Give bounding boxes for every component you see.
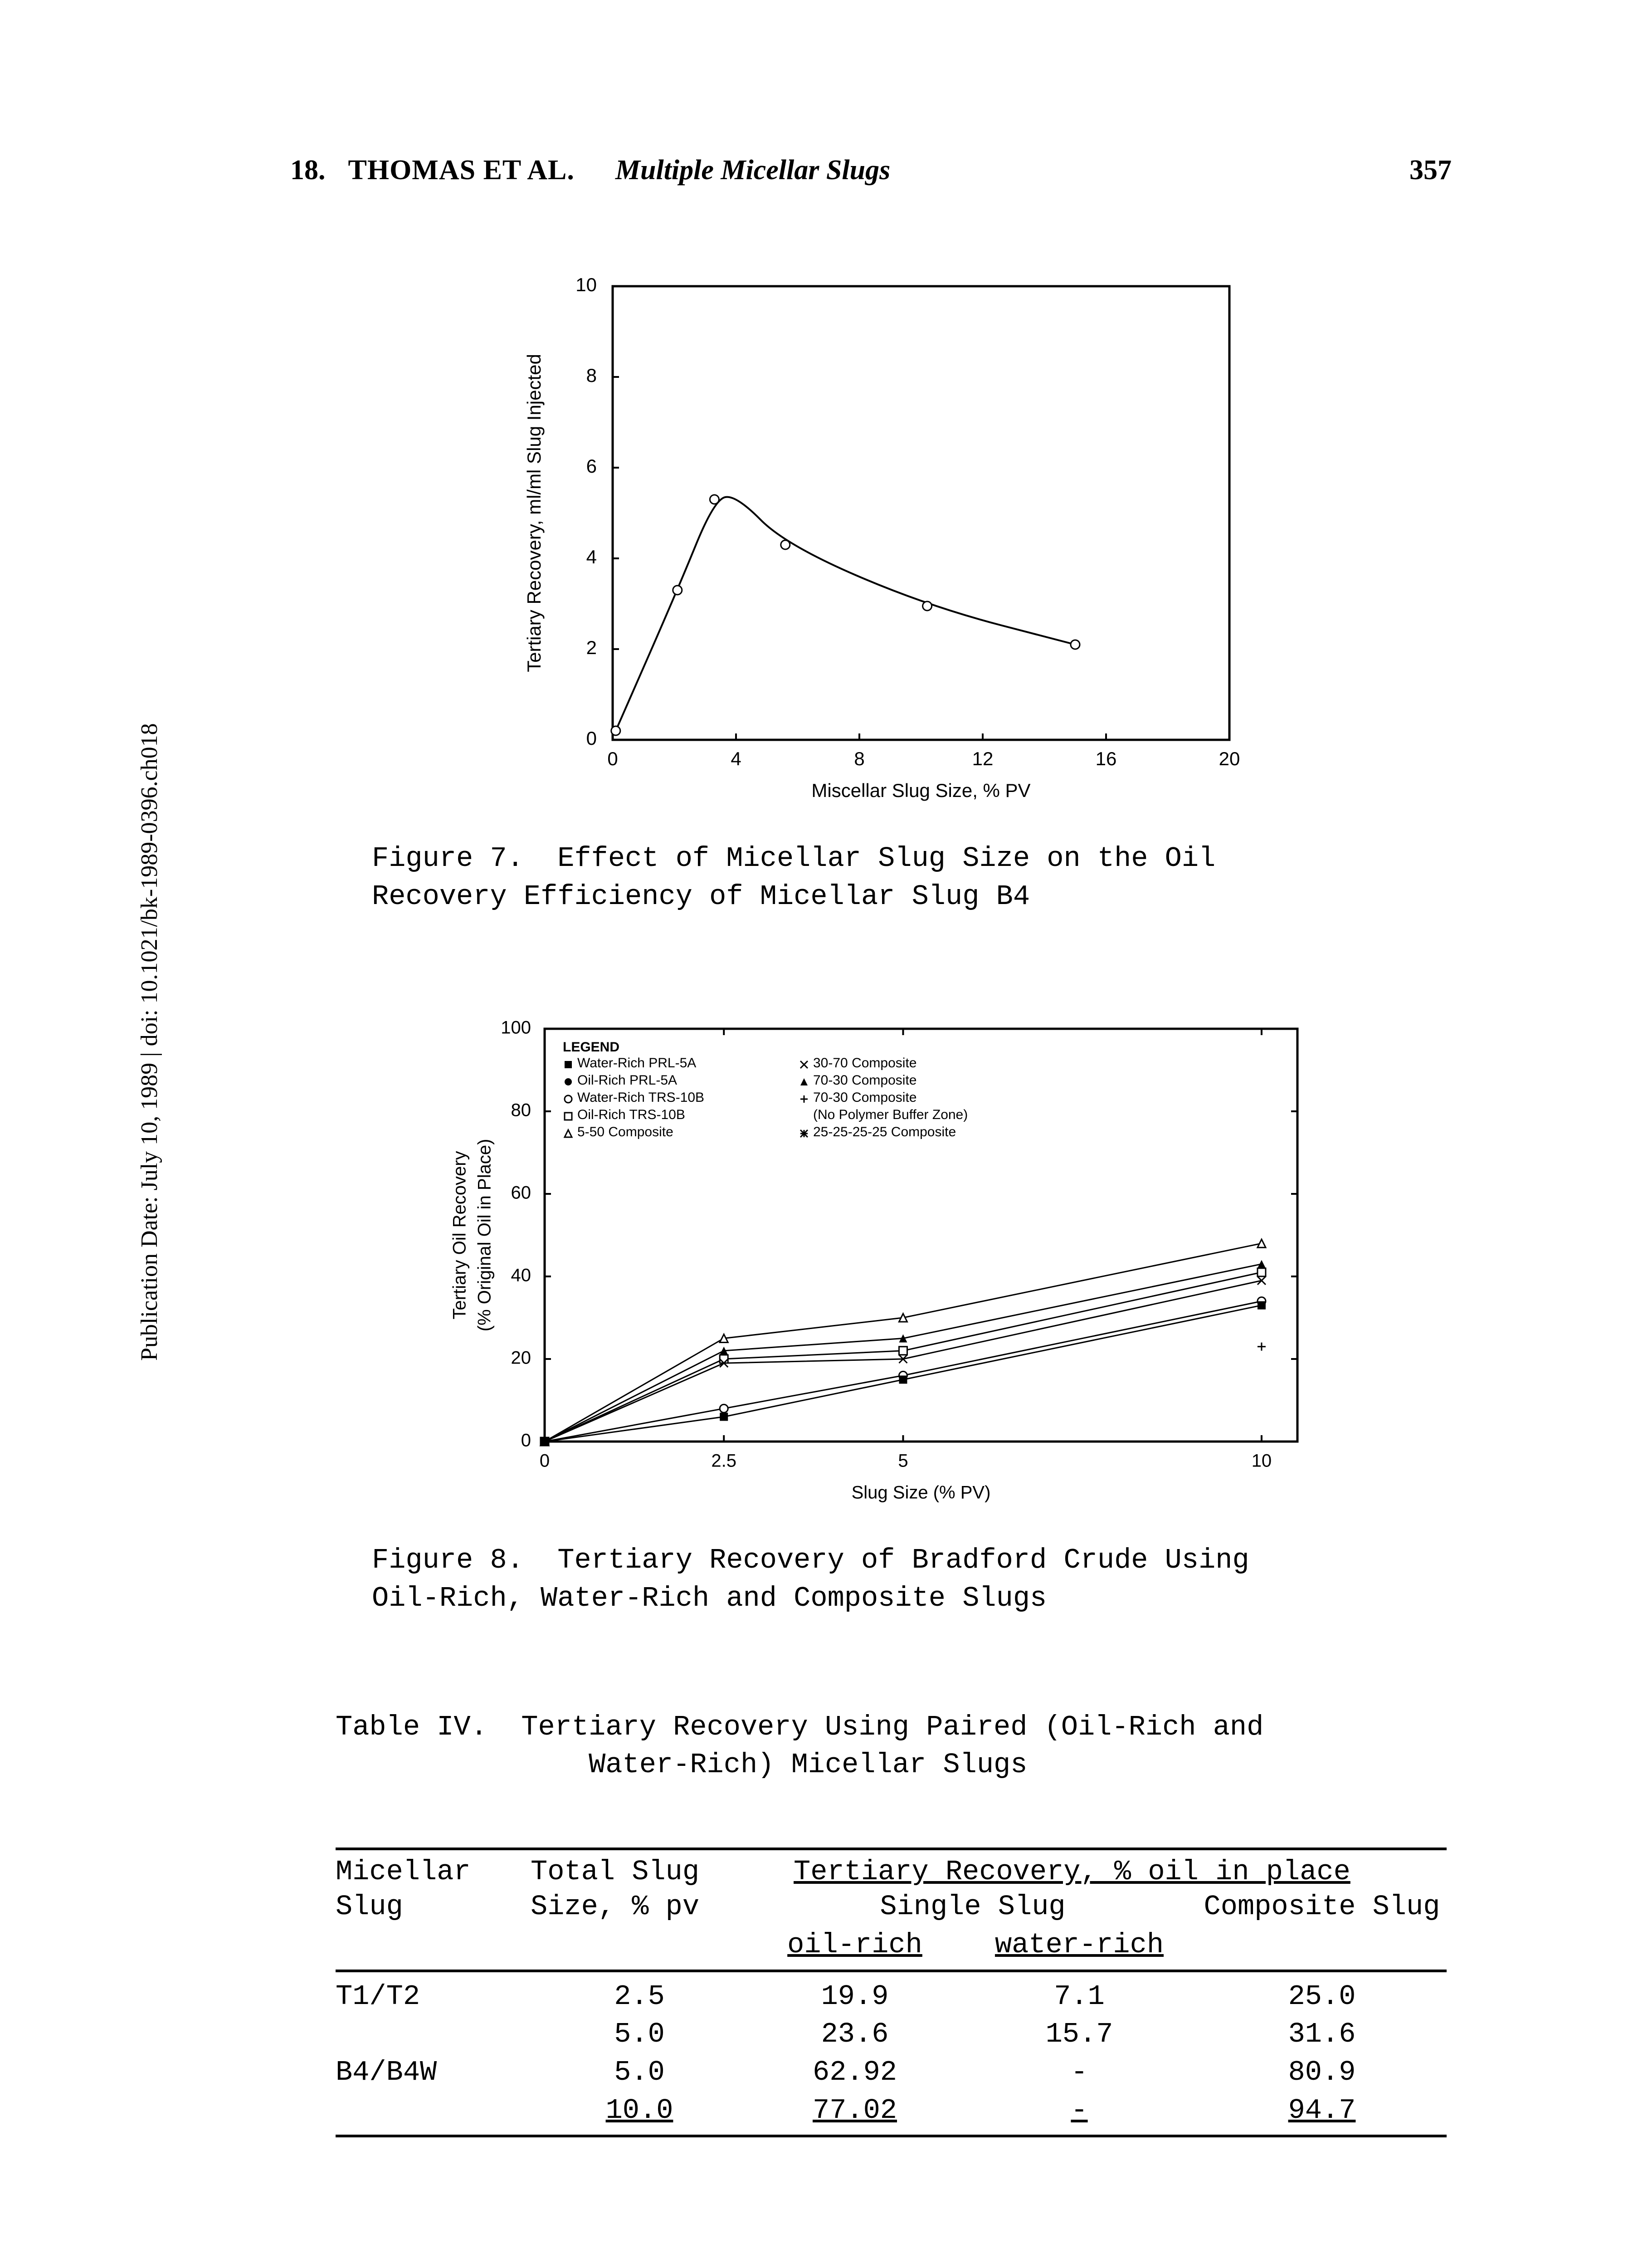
table-cell: 2.5 [531, 1978, 748, 2016]
th-tertiary-recovery: Tertiary Recovery, % oil in place [748, 1856, 1447, 1888]
svg-text:Miscellar Slug Size, % PV: Miscellar Slug Size, % PV [811, 780, 1030, 801]
chapter-title: Multiple Micellar Slugs [615, 154, 890, 186]
svg-text:Oil-Rich TRS-10B: Oil-Rich TRS-10B [577, 1107, 685, 1122]
svg-text:0: 0 [521, 1431, 531, 1451]
svg-text:70-30 Composite: 70-30 Composite [813, 1073, 916, 1088]
svg-text:(% Original Oil in Place): (% Original Oil in Place) [474, 1139, 494, 1332]
page-header: 18. THOMAS ET AL. Multiple Micellar Slug… [290, 154, 1452, 186]
svg-text:70-30 Composite: 70-30 Composite [813, 1090, 916, 1105]
svg-text:20: 20 [1219, 748, 1240, 769]
svg-text:16: 16 [1095, 748, 1116, 769]
side-citation: Publication Date: July 10, 1989 | doi: 1… [136, 723, 163, 1361]
table-cell: 80.9 [1197, 2053, 1447, 2092]
svg-text:(No Polymer Buffer Zone): (No Polymer Buffer Zone) [813, 1107, 968, 1122]
svg-text:100: 100 [501, 1018, 531, 1038]
th-water-rich: water-rich [961, 1926, 1197, 1964]
svg-text:Tertiary Recovery, ml/ml Slug: Tertiary Recovery, ml/ml Slug Injected [523, 354, 545, 672]
table-rule [336, 1970, 1447, 1972]
svg-text:40: 40 [511, 1266, 531, 1286]
th: Slug [336, 1888, 531, 1926]
svg-text:0: 0 [607, 748, 618, 769]
table-rule [336, 1848, 1447, 1850]
table-cell: 7.1 [961, 1978, 1197, 2016]
table-4: Micellar Total Slug Tertiary Recovery, %… [336, 1848, 1447, 2137]
table-cell: T1/T2 [336, 1978, 531, 2016]
table-cell: 5.0 [531, 2015, 748, 2053]
table-cell: 62.92 [748, 2053, 961, 2092]
table-row: B4/B4W5.062.92-80.9 [336, 2053, 1447, 2092]
table-row: T1/T22.519.97.125.0 [336, 1978, 1447, 2016]
table-cell [336, 2092, 531, 2130]
svg-text:0: 0 [539, 1451, 549, 1471]
svg-text:Water-Rich PRL-5A: Water-Rich PRL-5A [577, 1056, 696, 1070]
table-body: T1/T22.519.97.125.05.023.615.731.6B4/B4W… [336, 1978, 1447, 2130]
table-cell: - [961, 2092, 1197, 2130]
chapter-number: 18. [290, 154, 326, 186]
table-cell: 10.0 [531, 2092, 748, 2130]
page: 18. THOMAS ET AL. Multiple Micellar Slug… [0, 0, 1633, 2268]
svg-text:25-25-25-25 Composite: 25-25-25-25 Composite [813, 1124, 956, 1139]
table-cell: 94.7 [1197, 2092, 1447, 2130]
th [531, 1926, 748, 1964]
svg-text:Water-Rich TRS-10B: Water-Rich TRS-10B [577, 1090, 704, 1105]
svg-text:20: 20 [511, 1348, 531, 1368]
svg-text:10: 10 [1251, 1451, 1272, 1471]
table-cell: - [961, 2053, 1197, 2092]
svg-text:60: 60 [511, 1183, 531, 1203]
header-left: 18. THOMAS ET AL. Multiple Micellar Slug… [290, 154, 890, 186]
svg-text:Tertiary Oil Recovery: Tertiary Oil Recovery [449, 1151, 469, 1320]
svg-text:5: 5 [898, 1451, 908, 1471]
svg-text:4: 4 [586, 546, 596, 567]
table-cell: 31.6 [1197, 2015, 1447, 2053]
table-row: 5.023.615.731.6 [336, 2015, 1447, 2053]
table-header-row-1: Micellar Total Slug Tertiary Recovery, %… [336, 1856, 1447, 1888]
table-cell: 5.0 [531, 2053, 748, 2092]
svg-text:LEGEND: LEGEND [563, 1040, 619, 1055]
table-4-title: Table IV. Tertiary Recovery Using Paired… [336, 1708, 1447, 1784]
svg-text:4: 4 [731, 748, 741, 769]
table-row: 10.077.02-94.7 [336, 2092, 1447, 2130]
table-cell: 77.02 [748, 2092, 961, 2130]
th-total-slug: Total Slug [531, 1856, 748, 1888]
table-cell: B4/B4W [336, 2053, 531, 2092]
authors: THOMAS ET AL. [348, 154, 575, 186]
svg-text:80: 80 [511, 1100, 531, 1120]
figure-8-caption: Figure 8. Tertiary Recovery of Bradford … [372, 1541, 1438, 1617]
table-cell [336, 2015, 531, 2053]
svg-text:8: 8 [586, 365, 596, 386]
svg-text:Oil-Rich PRL-5A: Oil-Rich PRL-5A [577, 1073, 677, 1088]
figure-7: 0 4 8 12 16 20 0 2 4 6 8 10 Miscellar Slug Size, % P… [290, 268, 1452, 915]
figure-7-chart: 0 4 8 12 16 20 0 2 4 6 8 10 Miscellar Slug Size, % P… [486, 268, 1257, 812]
figure-8: 02.5510020406080100Slug Size (% PV)Terti… [290, 1015, 1452, 1617]
th [336, 1926, 531, 1964]
table-rule [336, 2135, 1447, 2137]
figure-8-chart: 02.5510020406080100Slug Size (% PV)Terti… [418, 1015, 1325, 1514]
th: Size, % pv [531, 1888, 748, 1926]
svg-text:2: 2 [586, 637, 596, 658]
table-cell: 19.9 [748, 1978, 961, 2016]
table-cell: 25.0 [1197, 1978, 1447, 2016]
svg-text:6: 6 [586, 455, 596, 477]
th-single-slug: Single Slug [748, 1888, 1197, 1926]
table-cell: 15.7 [961, 2015, 1197, 2053]
figure-7-caption: Figure 7. Effect of Micellar Slug Size o… [372, 840, 1438, 915]
svg-text:0: 0 [586, 728, 596, 749]
svg-text:2.5: 2.5 [711, 1451, 736, 1471]
th [1197, 1926, 1447, 1964]
table-cell: 23.6 [748, 2015, 961, 2053]
svg-text:5-50 Composite: 5-50 Composite [577, 1124, 673, 1139]
th-composite: Composite Slug [1197, 1888, 1447, 1926]
svg-text:12: 12 [972, 748, 993, 769]
th-oil-rich: oil-rich [748, 1926, 961, 1964]
svg-text:Slug Size (% PV): Slug Size (% PV) [851, 1483, 990, 1503]
table-header-row-2: Slug Size, % pv Single Slug Composite Sl… [336, 1888, 1447, 1926]
svg-text:8: 8 [854, 748, 864, 769]
th-micellar: Micellar [336, 1856, 531, 1888]
svg-text:30-70 Composite: 30-70 Composite [813, 1056, 916, 1070]
svg-text:10: 10 [575, 274, 597, 295]
page-number: 357 [1409, 154, 1452, 186]
table-header-row-3: oil-rich water-rich [336, 1926, 1447, 1964]
